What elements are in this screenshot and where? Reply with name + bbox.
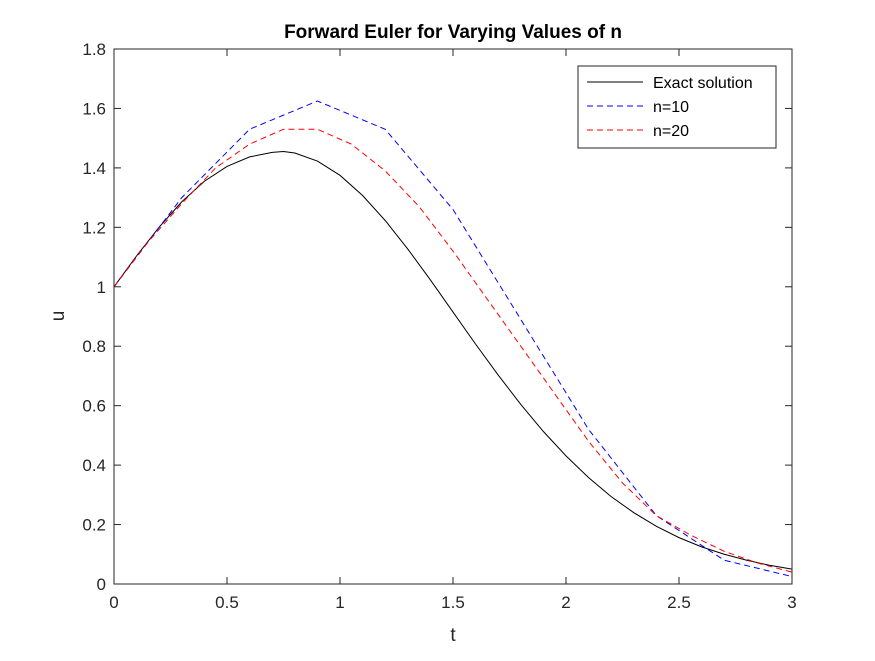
y-tick-label: 1: [97, 278, 106, 297]
x-tick-label: 2: [561, 593, 570, 612]
y-axis-label: u: [48, 311, 69, 322]
y-tick-label: 1.4: [82, 159, 106, 178]
legend-box: [577, 65, 777, 149]
y-tick-label: 0.6: [82, 397, 106, 416]
x-tick-label: 1: [335, 593, 344, 612]
legend: Exact solution n=10 n=20: [577, 65, 777, 149]
y-tick-label: 0: [97, 575, 106, 594]
y-tick-label: 1.2: [82, 218, 106, 237]
series-line-1: [113, 151, 793, 570]
series-layer: [113, 100, 793, 578]
x-tick-label: 0: [109, 593, 118, 612]
legend-label-3: n=20: [653, 123, 689, 140]
x-tick-label: 3: [787, 593, 796, 612]
y-tick-label: 1.6: [82, 99, 106, 118]
series-line-2: [113, 100, 793, 578]
y-tick-label: 0.4: [82, 456, 106, 475]
y-tick-label: 0.8: [82, 337, 106, 356]
x-tick-label: 0.5: [215, 593, 239, 612]
x-axis-label: t: [450, 625, 456, 646]
legend-label-2: n=10: [653, 99, 689, 116]
y-tick-label: 0.2: [82, 516, 106, 535]
series-line-3: [113, 128, 793, 573]
chart-title: Forward Euler for Varying Values of n: [284, 22, 622, 43]
legend-label-1: Exact solution: [653, 75, 753, 92]
x-tick-label: 1.5: [441, 593, 465, 612]
tick-layer: 0 0.5 1 1.5 2 2.5 3 0 0.2 0.4 0.6 0.8 1 1.2 1.4 1.6 1.8: [82, 40, 796, 612]
x-tick-label: 2.5: [667, 593, 691, 612]
y-tick-label: 1.8: [82, 40, 106, 59]
